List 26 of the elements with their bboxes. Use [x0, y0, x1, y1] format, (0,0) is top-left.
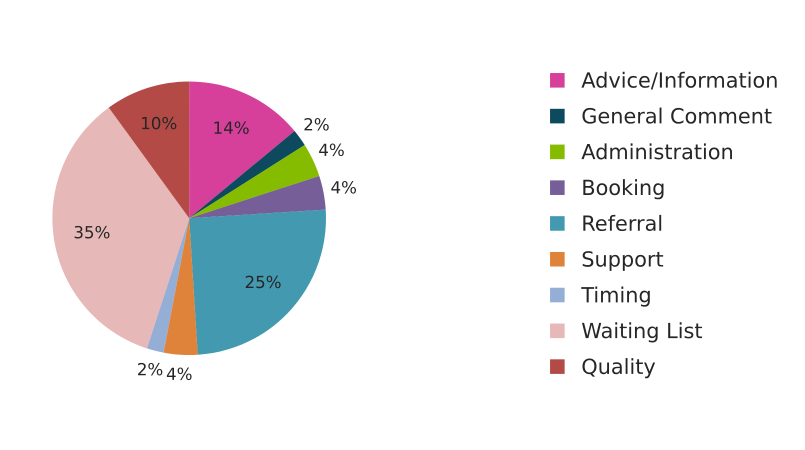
data-label: 4%	[319, 143, 344, 156]
data-label: 35%	[74, 226, 110, 238]
data-label: 2%	[304, 118, 329, 131]
pie-slice	[108, 81, 190, 218]
data-label: 4%	[166, 367, 192, 380]
legend-label: Booking	[583, 179, 664, 200]
legend-label: Administration	[581, 143, 732, 160]
pie-slice	[164, 218, 198, 356]
pie-slice	[189, 210, 326, 355]
data-label: 4%	[331, 181, 356, 194]
data-label: 14%	[214, 121, 249, 134]
legend-label: Support	[582, 251, 664, 271]
pie-slice	[189, 176, 326, 218]
legend-label: Quality	[582, 358, 656, 378]
data-label: 10%	[142, 116, 176, 130]
pie-slice	[189, 144, 320, 218]
pie-slice	[52, 108, 190, 348]
legend-label: General Comment	[582, 108, 772, 124]
legend-label: Referral	[583, 214, 662, 232]
pie-slice	[189, 81, 295, 218]
pie-slice	[146, 218, 190, 353]
data-label: 25%	[246, 276, 281, 288]
legend-label: Timing	[581, 286, 650, 307]
legend-label: Advice/Information	[581, 72, 777, 90]
legend-label: Waiting List	[582, 322, 702, 342]
data-label: 2%	[138, 362, 162, 376]
